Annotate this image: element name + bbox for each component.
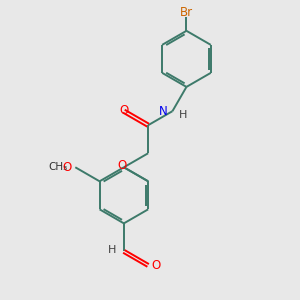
Text: O: O bbox=[63, 161, 72, 174]
Text: O: O bbox=[151, 259, 160, 272]
Text: N: N bbox=[159, 105, 167, 118]
Text: Br: Br bbox=[180, 6, 193, 19]
Text: O: O bbox=[118, 159, 127, 172]
Text: CH₃: CH₃ bbox=[48, 162, 68, 172]
Text: O: O bbox=[119, 104, 128, 117]
Text: H: H bbox=[178, 110, 187, 120]
Text: H: H bbox=[108, 245, 116, 255]
